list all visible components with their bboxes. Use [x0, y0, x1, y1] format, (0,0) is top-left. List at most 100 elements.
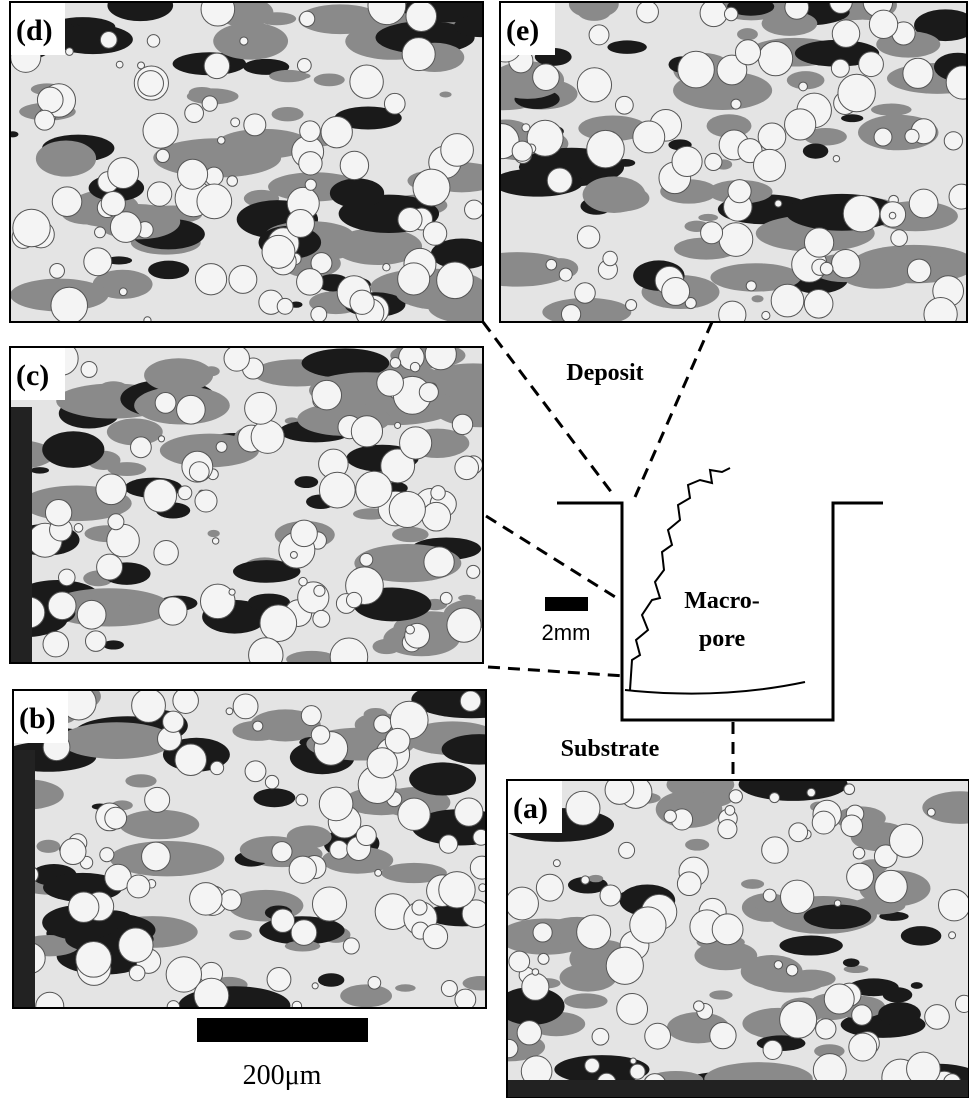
micrograph: (b) [0, 677, 532, 1068]
particle [592, 1028, 609, 1045]
particle [874, 128, 892, 146]
particle [35, 110, 55, 130]
particle [253, 721, 263, 731]
particle [297, 59, 311, 73]
particle [178, 486, 192, 500]
panel-label: (b) [19, 702, 56, 735]
phase [843, 958, 860, 967]
particle [377, 370, 404, 397]
particle [909, 189, 938, 218]
particle [439, 835, 457, 853]
particle [311, 307, 327, 323]
schematic: 2mm Deposit Substrate Macro- pore [483, 322, 883, 780]
particle [311, 726, 330, 745]
micrograph: (d) [0, 0, 531, 328]
particle [389, 491, 425, 527]
panel-label: (e) [506, 14, 539, 47]
scale-label: 2mm [542, 620, 591, 645]
particle [833, 155, 839, 161]
particle [375, 869, 382, 876]
phase [148, 261, 189, 280]
phase [698, 214, 718, 221]
phase [31, 467, 49, 474]
particle [144, 479, 177, 512]
particle [718, 820, 737, 839]
particle [59, 569, 76, 586]
particle [509, 951, 530, 972]
particle [619, 842, 635, 858]
particle [100, 848, 114, 862]
particle [780, 1001, 817, 1038]
phase [739, 768, 848, 801]
particle [869, 10, 897, 38]
particle [455, 798, 483, 826]
particle [849, 1033, 877, 1061]
phase [871, 104, 912, 116]
particle [267, 968, 291, 992]
phase [439, 92, 451, 98]
particle [66, 48, 74, 56]
particle [423, 924, 447, 948]
particle [762, 311, 770, 319]
particle [202, 96, 217, 111]
particle [36, 992, 64, 1020]
particle [512, 141, 532, 161]
connector-c [486, 516, 620, 600]
particle [251, 420, 284, 453]
particle [245, 392, 277, 424]
particle [368, 976, 381, 989]
phase [607, 40, 646, 53]
phase [36, 141, 96, 177]
particle [142, 842, 171, 871]
particle [419, 383, 438, 402]
particle [452, 414, 472, 434]
particle [356, 471, 392, 507]
particle [561, 305, 580, 324]
particle [290, 551, 297, 558]
particle [831, 59, 849, 77]
phase [779, 936, 842, 956]
phase [463, 976, 499, 990]
particle [460, 691, 480, 711]
particle [769, 793, 779, 803]
particle [227, 176, 238, 187]
particle [807, 788, 815, 796]
particle [156, 149, 169, 162]
particle [705, 153, 722, 170]
particle [143, 113, 178, 148]
particle [853, 847, 865, 859]
particle [402, 38, 435, 71]
particle [177, 395, 206, 424]
particle [260, 605, 297, 642]
particle [95, 227, 106, 238]
particle [240, 37, 248, 45]
particle [799, 82, 808, 91]
scale-bar-2mm [545, 597, 588, 611]
particle [400, 427, 432, 459]
particle [615, 96, 633, 114]
particle [630, 1064, 645, 1079]
particle [163, 711, 184, 732]
particle [425, 339, 456, 370]
phase [878, 1002, 921, 1026]
micrographs: (d)(e)(c)(b)(a) [0, 0, 969, 1098]
particle [299, 152, 322, 175]
particle [37, 87, 63, 113]
particle [351, 416, 382, 447]
phase [318, 973, 344, 987]
particle [245, 761, 266, 782]
substrate-edge [13, 750, 35, 1068]
particle [13, 209, 50, 246]
micrograph-texture [0, 0, 531, 328]
particle [195, 490, 217, 512]
particle [48, 592, 76, 620]
phase [442, 734, 517, 764]
particle [577, 226, 599, 248]
particle [131, 437, 152, 458]
particle [356, 826, 376, 846]
particle [455, 456, 479, 480]
particle [589, 25, 609, 45]
particle [43, 631, 69, 657]
particle [617, 994, 648, 1025]
phase [588, 875, 603, 882]
